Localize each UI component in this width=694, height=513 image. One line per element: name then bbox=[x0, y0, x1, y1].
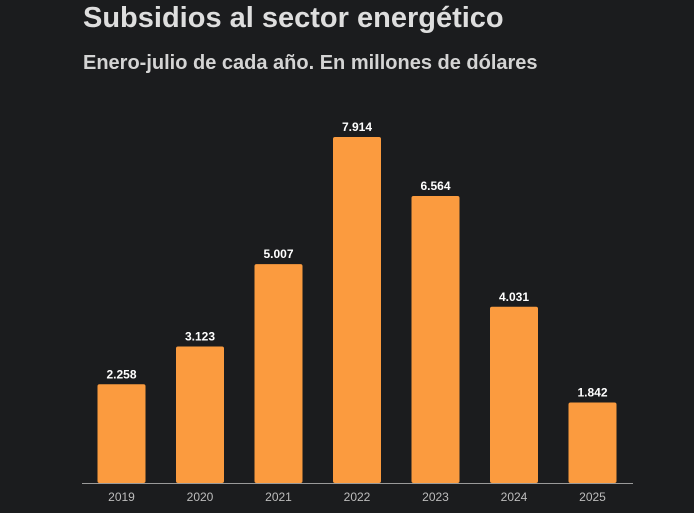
value-label-2022: 7.914 bbox=[342, 120, 372, 134]
value-label-2021: 5.007 bbox=[263, 247, 293, 261]
x-tick-label-2019: 2019 bbox=[108, 490, 135, 504]
bars bbox=[97, 137, 617, 483]
bar-2021 bbox=[254, 264, 303, 483]
bar-2022 bbox=[333, 137, 381, 483]
value-label-2020: 3.123 bbox=[185, 330, 215, 344]
bar-2020 bbox=[176, 346, 224, 483]
bar-2019 bbox=[97, 384, 146, 483]
bar-2025 bbox=[568, 402, 617, 483]
x-tick-label-2022: 2022 bbox=[344, 490, 371, 504]
value-labels: 2.258 3.123 5.007 7.914 6.564 4.031 1.842 bbox=[106, 120, 607, 400]
x-axis-ticks: 2019 2020 2021 2022 2023 2024 2025 bbox=[108, 490, 606, 504]
value-label-2025: 1.842 bbox=[577, 386, 607, 400]
x-tick-label-2025: 2025 bbox=[579, 490, 606, 504]
x-tick-label-2020: 2020 bbox=[187, 490, 214, 504]
value-label-2019: 2.258 bbox=[106, 367, 136, 381]
value-label-2023: 6.564 bbox=[420, 179, 450, 193]
x-tick-label-2024: 2024 bbox=[501, 490, 528, 504]
value-label-2024: 4.031 bbox=[499, 290, 529, 304]
x-tick-label-2021: 2021 bbox=[265, 490, 292, 504]
chart-title: Subsidios al sector energético bbox=[83, 2, 504, 34]
x-tick-label-2023: 2023 bbox=[422, 490, 449, 504]
bar-2023 bbox=[411, 196, 460, 483]
chart-subtitle: Enero-julio de cada año. En millones de … bbox=[83, 52, 538, 74]
bar-2024 bbox=[490, 306, 538, 483]
